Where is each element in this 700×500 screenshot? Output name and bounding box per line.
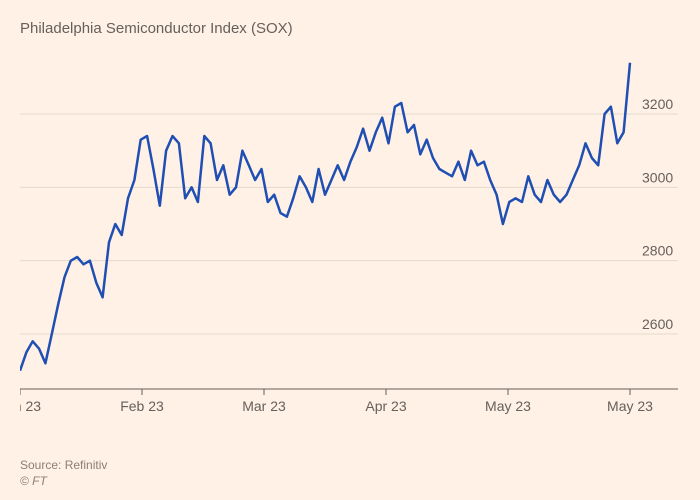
svg-text:3000: 3000 <box>642 169 673 185</box>
chart-footer: Source: Refinitiv © FT <box>20 458 107 488</box>
source-text: Source: Refinitiv <box>20 458 107 472</box>
data-line <box>20 63 630 371</box>
svg-text:Feb 23: Feb 23 <box>120 398 164 414</box>
svg-text:2800: 2800 <box>642 243 673 259</box>
copyright-text: © FT <box>20 474 107 488</box>
svg-text:Jan 23: Jan 23 <box>20 398 41 414</box>
svg-text:May 23: May 23 <box>607 398 653 414</box>
svg-text:3200: 3200 <box>642 96 673 112</box>
plot-area: 2600 2800 3000 3200 Jan 23 Feb 23 Mar 23 Apr 2… <box>20 49 680 429</box>
chart-svg: 2600 2800 3000 3200 Jan 23 Feb 23 Mar 23 Apr 2… <box>20 49 680 429</box>
svg-text:May 23: May 23 <box>485 398 531 414</box>
svg-text:Mar 23: Mar 23 <box>242 398 286 414</box>
svg-text:Apr 23: Apr 23 <box>365 398 406 414</box>
chart-title: Philadelphia Semiconductor Index (SOX) <box>20 20 680 37</box>
svg-text:2600: 2600 <box>642 316 673 332</box>
